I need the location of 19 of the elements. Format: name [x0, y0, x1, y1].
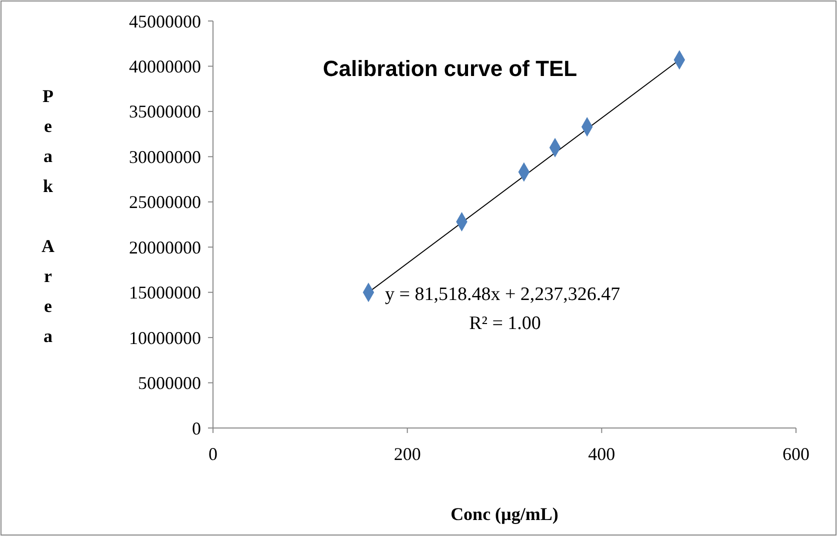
y-tick-label: 10000000 — [129, 328, 201, 348]
y-tick-label: 30000000 — [129, 146, 201, 167]
y-tick-label: 15000000 — [129, 282, 201, 303]
annotation: R² = 1.00 — [469, 313, 541, 334]
y-tick-label: 40000000 — [129, 56, 201, 77]
annotation: y = 81,518.48x + 2,237,326.47 — [385, 284, 620, 305]
x-tick-label: 200 — [394, 444, 421, 464]
y-tick-label: 0 — [192, 418, 201, 438]
y-tick-label: 35000000 — [129, 102, 201, 122]
y-tick-label: 25000000 — [129, 192, 201, 212]
y-tick-label: 20000000 — [129, 237, 201, 258]
x-axis-title: Conc (µg/mL) — [450, 504, 558, 524]
text: Calibration curve of TEL — [322, 56, 578, 81]
y-tick-label: 45000000 — [129, 11, 201, 32]
text: Peak Area — [42, 86, 54, 346]
y-tick-label: 5000000 — [138, 373, 201, 394]
x-tick-label: 600 — [782, 444, 810, 464]
x-tick-label: 0 — [208, 444, 218, 464]
x-tick-label: 400 — [588, 444, 616, 464]
